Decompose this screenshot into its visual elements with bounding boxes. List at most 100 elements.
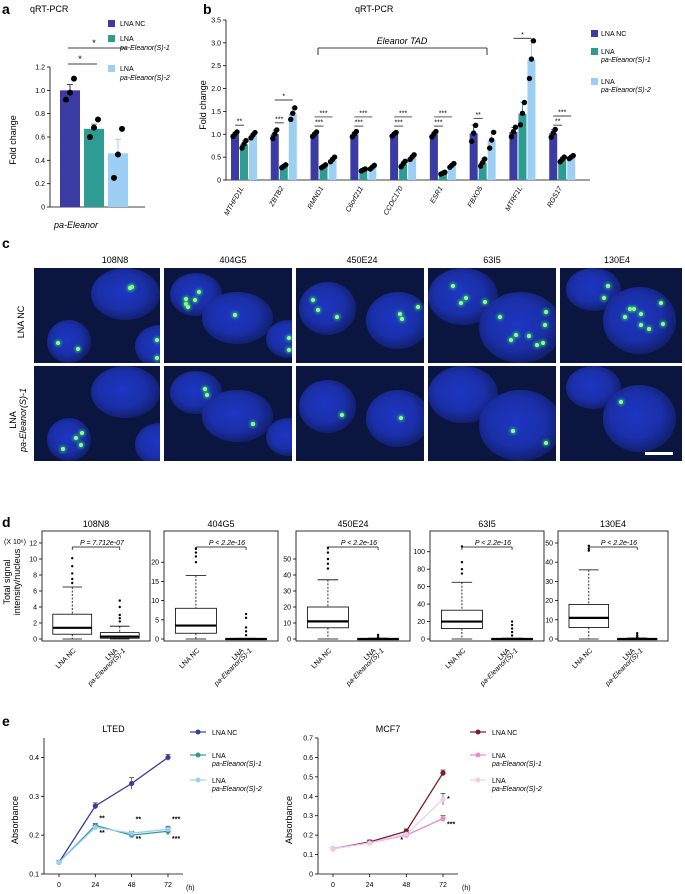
b-point — [519, 110, 526, 117]
e-ytick-label: 0.2 — [29, 833, 39, 840]
b-bar-MTRF1L-3 — [527, 59, 536, 181]
col-header-450E24: 450E24 — [346, 255, 378, 265]
panel-a-xlabel: pa-Eleanor — [53, 220, 99, 230]
a-point — [95, 116, 101, 123]
d-ytick-label: 12 — [29, 541, 37, 548]
b-sig-star: *** — [434, 120, 442, 127]
e-point — [56, 859, 62, 865]
e-mcf7-legend-3a: LNA — [492, 778, 506, 785]
fish-signal-dot — [541, 340, 546, 345]
d-box — [174, 607, 217, 634]
a-legend-1: LNA NC — [120, 21, 145, 28]
d-ytick-label: 20 — [417, 619, 425, 626]
lna-kd-micrograph-404G5 — [164, 366, 292, 461]
fish-signal-dot — [193, 298, 198, 303]
fish-signal-dot — [660, 321, 665, 326]
e-sig-lted: ** — [136, 836, 142, 843]
nucleus — [602, 287, 676, 354]
b-bar-ZBTB2-2 — [279, 166, 288, 180]
panel-label-d: d — [2, 514, 11, 530]
panel-b-tad: Eleanor TAD — [317, 36, 488, 55]
a-point — [63, 96, 69, 103]
lna-nc-micrograph-63I5 — [428, 268, 556, 363]
d-ytick-label: 0 — [287, 637, 291, 644]
b-point — [451, 160, 457, 167]
d-xlabel-nc: LNA NC — [178, 647, 201, 670]
b-point — [290, 110, 296, 117]
d-ytick-label: 10 — [545, 617, 553, 624]
d-ytick-label: 5 — [155, 617, 159, 624]
e-ytick-label: 0.6 — [303, 755, 313, 762]
d-box — [440, 609, 483, 629]
panel-e-xunit-mcf7: (h) — [462, 885, 471, 892]
b-point — [433, 128, 439, 135]
b-point — [270, 135, 276, 142]
nucleus — [134, 423, 160, 461]
d-outlier — [326, 567, 330, 570]
panel-b-title: qRT-PCR — [355, 4, 394, 14]
panel-e-ylabel-lted: Absorbance — [10, 796, 20, 844]
fish-signal-dot — [398, 416, 403, 421]
nucleus — [366, 291, 424, 349]
b-bar-FBXO5-3 — [487, 140, 496, 180]
fish-signal-dot — [632, 307, 637, 312]
d-outlier — [118, 599, 121, 602]
b-point — [371, 162, 378, 169]
e-lted-legend-2a: LNA — [212, 753, 226, 760]
e-sig-lted: *** — [172, 836, 180, 843]
a-point — [119, 125, 125, 132]
e-point — [129, 830, 135, 836]
e-ytick-label: 0.1 — [303, 852, 313, 859]
nucleus — [46, 320, 91, 363]
d-ytick-label: 0 — [155, 637, 159, 644]
e-point — [165, 754, 171, 761]
d-outlier — [636, 632, 639, 635]
d-ytick-label: 60 — [417, 584, 425, 591]
d-ytick-label: 4 — [33, 605, 37, 612]
b-point — [468, 138, 475, 145]
d-title-63I5: 63I5 — [478, 519, 496, 529]
b-point — [288, 116, 294, 123]
b-bar-ESR1-3 — [447, 165, 456, 180]
d-outlier — [71, 557, 74, 560]
d-xlabel-nc: LNA NC — [310, 647, 333, 670]
sig-a-1: * — [92, 38, 96, 48]
e-line-1 — [58, 756, 169, 863]
b-point — [402, 158, 408, 165]
b-point — [362, 166, 369, 172]
e-xtick-label: 24 — [366, 882, 374, 889]
b-point — [411, 152, 417, 158]
b-sig-star: * — [282, 94, 285, 101]
fish-signal-dot — [658, 301, 663, 306]
fish-signal-dot — [639, 312, 644, 317]
a-ytick-label: 0.6 — [35, 135, 45, 142]
b-legend-2a: LNA — [601, 49, 615, 56]
b-point — [512, 124, 519, 130]
d-outlier — [118, 617, 121, 620]
fish-signal-dot — [335, 314, 340, 319]
fish-signal-dot — [183, 297, 188, 302]
b-sig-star: *** — [315, 120, 323, 127]
d-outlier — [194, 561, 198, 564]
e-title-LTED: LTED — [102, 724, 125, 734]
b-point — [272, 131, 278, 137]
d-outlier — [326, 557, 330, 561]
lna-nc-micrograph-404G5 — [164, 268, 292, 363]
b-gene-label-MTRF1L: MTRF1L — [504, 185, 524, 212]
b-sig-star: *** — [399, 110, 407, 117]
a-point — [111, 174, 117, 181]
d-outlier — [326, 551, 330, 554]
nucleus — [90, 268, 160, 321]
a-point — [67, 89, 73, 96]
e-line-2 — [332, 818, 444, 850]
d-pvalue: P < 2.2e-16 — [341, 540, 377, 547]
e-point — [367, 840, 373, 846]
b-legend-3b: pa-Eleanor(S)-2 — [600, 87, 651, 94]
fish-signal-dot — [197, 289, 202, 294]
fish-signal-dot — [527, 334, 532, 339]
e-sig-mcf7: *** — [447, 821, 455, 828]
d-frame — [295, 530, 411, 642]
fish-signal-dot — [233, 312, 238, 317]
d-ytick-label: 40 — [417, 602, 425, 609]
b-bar-RGS17-1 — [549, 133, 558, 180]
